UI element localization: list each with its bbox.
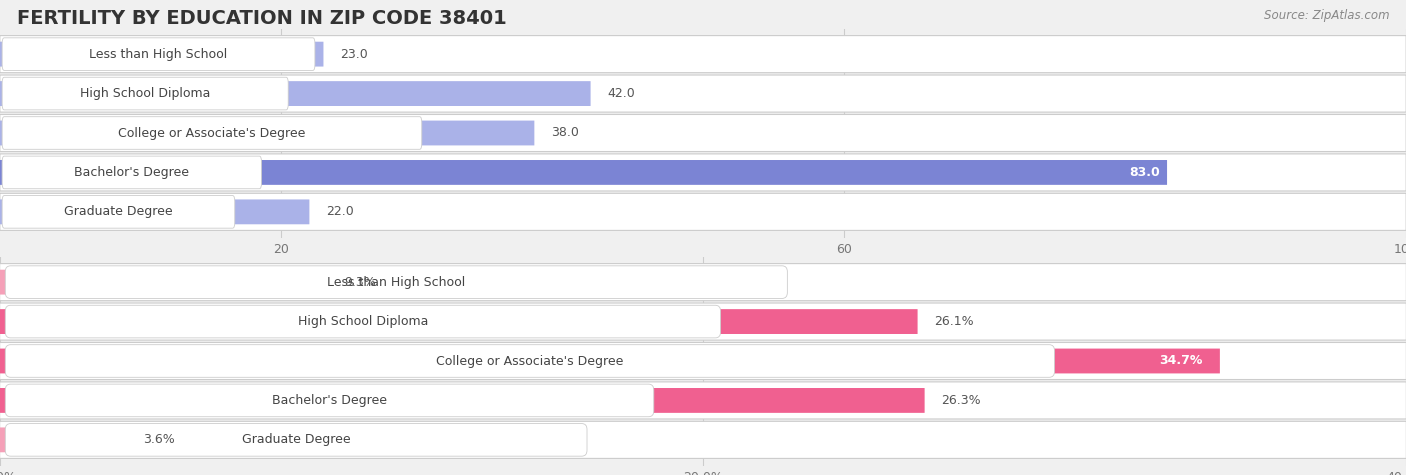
- Text: 3.6%: 3.6%: [143, 433, 176, 446]
- FancyBboxPatch shape: [0, 421, 1406, 458]
- Text: 42.0: 42.0: [607, 87, 636, 100]
- FancyBboxPatch shape: [0, 309, 918, 334]
- Text: Graduate Degree: Graduate Degree: [65, 205, 173, 218]
- FancyBboxPatch shape: [3, 117, 422, 149]
- Text: Less than High School: Less than High School: [90, 48, 228, 61]
- FancyBboxPatch shape: [0, 342, 1406, 380]
- FancyBboxPatch shape: [6, 345, 1054, 377]
- FancyBboxPatch shape: [0, 428, 127, 452]
- FancyBboxPatch shape: [0, 154, 1406, 191]
- FancyBboxPatch shape: [0, 200, 309, 224]
- Text: 83.0: 83.0: [1129, 166, 1160, 179]
- FancyBboxPatch shape: [6, 305, 720, 338]
- Text: Bachelor's Degree: Bachelor's Degree: [75, 166, 190, 179]
- Text: Graduate Degree: Graduate Degree: [242, 433, 350, 446]
- Text: Source: ZipAtlas.com: Source: ZipAtlas.com: [1264, 10, 1389, 22]
- FancyBboxPatch shape: [0, 36, 1406, 73]
- Text: 34.7%: 34.7%: [1159, 354, 1202, 368]
- Text: High School Diploma: High School Diploma: [298, 315, 427, 328]
- FancyBboxPatch shape: [0, 121, 534, 145]
- FancyBboxPatch shape: [0, 193, 1406, 230]
- FancyBboxPatch shape: [0, 160, 1167, 185]
- Text: Less than High School: Less than High School: [328, 276, 465, 289]
- FancyBboxPatch shape: [3, 196, 235, 228]
- Text: High School Diploma: High School Diploma: [80, 87, 211, 100]
- FancyBboxPatch shape: [6, 424, 588, 456]
- FancyBboxPatch shape: [0, 75, 1406, 112]
- FancyBboxPatch shape: [0, 303, 1406, 340]
- Text: 23.0: 23.0: [340, 48, 368, 61]
- FancyBboxPatch shape: [3, 156, 262, 189]
- Text: 22.0: 22.0: [326, 205, 354, 218]
- FancyBboxPatch shape: [0, 270, 328, 294]
- FancyBboxPatch shape: [3, 77, 288, 110]
- FancyBboxPatch shape: [0, 42, 323, 66]
- FancyBboxPatch shape: [0, 81, 591, 106]
- Text: 26.3%: 26.3%: [942, 394, 981, 407]
- FancyBboxPatch shape: [0, 388, 925, 413]
- Text: College or Associate's Degree: College or Associate's Degree: [436, 354, 624, 368]
- FancyBboxPatch shape: [6, 266, 787, 298]
- Text: Bachelor's Degree: Bachelor's Degree: [271, 394, 387, 407]
- FancyBboxPatch shape: [6, 384, 654, 417]
- Text: College or Associate's Degree: College or Associate's Degree: [118, 126, 305, 140]
- Text: FERTILITY BY EDUCATION IN ZIP CODE 38401: FERTILITY BY EDUCATION IN ZIP CODE 38401: [17, 10, 506, 28]
- FancyBboxPatch shape: [0, 264, 1406, 301]
- Text: 26.1%: 26.1%: [935, 315, 974, 328]
- FancyBboxPatch shape: [3, 38, 315, 70]
- FancyBboxPatch shape: [0, 382, 1406, 419]
- Text: 9.3%: 9.3%: [344, 276, 375, 289]
- FancyBboxPatch shape: [0, 349, 1220, 373]
- Text: 38.0: 38.0: [551, 126, 579, 140]
- FancyBboxPatch shape: [0, 114, 1406, 152]
